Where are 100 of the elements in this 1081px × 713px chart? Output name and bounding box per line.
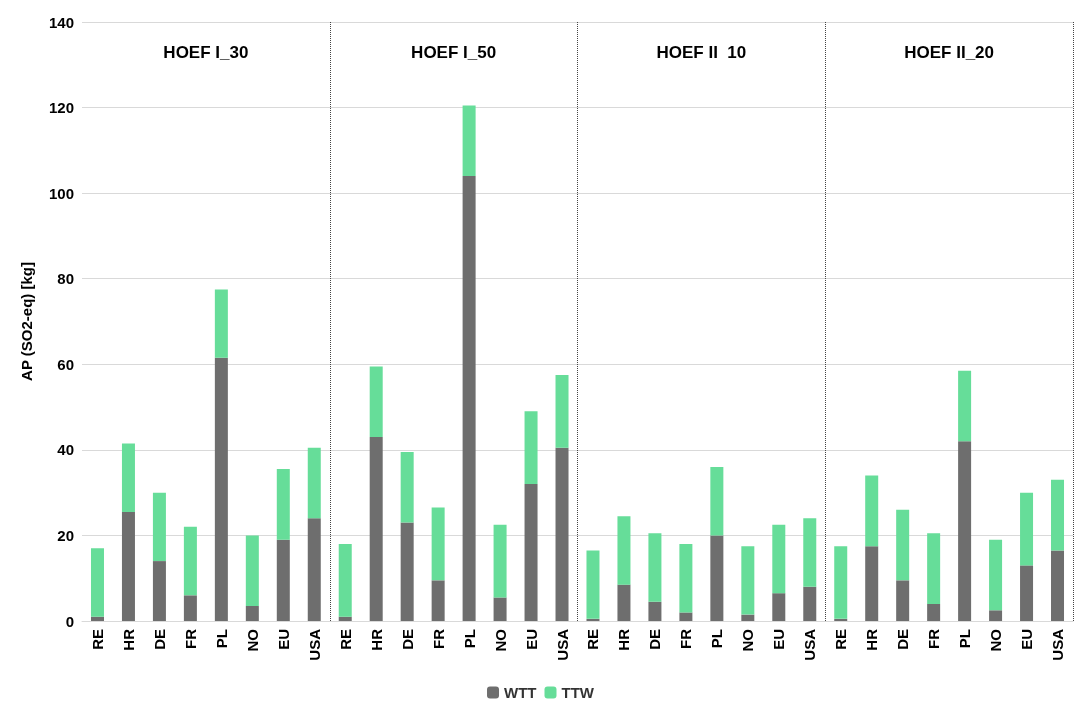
bar [803,586,817,621]
y-axis-title: AP (SO2-eq) [kg] [18,262,35,381]
bar [927,603,941,621]
bar [369,366,383,438]
bar [431,580,445,621]
bar [307,447,321,519]
x-tick-label: PL [708,629,726,649]
bar [896,580,910,621]
bar [710,466,724,536]
x-tick-label: RE [832,629,850,650]
bar [555,374,569,448]
bar [741,614,755,621]
bar [1020,565,1034,621]
bar [431,507,445,581]
x-tick-label: USA [801,628,819,661]
bar [338,543,352,617]
bar [214,357,228,621]
bar [648,533,662,602]
bar [989,610,1003,621]
x-tick-label: FR [181,628,199,649]
annotation: HOEF II 10 [656,42,747,62]
bar [338,616,352,621]
bar [90,548,104,617]
x-tick-label: NO [491,628,509,652]
bar [245,606,259,621]
x-tick-label: EU [1018,629,1036,650]
bar [865,546,879,621]
bar [493,524,507,598]
x-tick-label: NO [987,628,1005,652]
bar [586,618,600,621]
bar [617,516,631,585]
y-tick-label: 20 [57,526,74,544]
x-tick-label: DE [646,629,664,650]
bar [524,484,538,621]
y-tick-label: 40 [57,441,74,459]
bar [834,618,848,621]
bar [400,452,414,523]
x-tick-label: NO [243,628,261,652]
bar [772,524,786,594]
bar [152,492,166,562]
bar [989,539,1003,611]
bar [524,411,538,485]
x-tick-label: DE [150,629,168,650]
x-tick-label: HR [119,628,137,651]
bar [152,561,166,621]
bar [245,535,259,607]
x-tick-label: HR [863,628,881,651]
bar [121,511,135,621]
bar [617,584,631,621]
bar [1051,479,1065,551]
y-tick-label: 120 [48,99,74,117]
bar [276,539,290,621]
bar [400,522,414,621]
x-tick-label: PL [956,629,974,649]
x-tick-label: FR [677,628,695,649]
x-tick-label: RE [584,629,602,650]
x-tick-label: PL [212,629,230,649]
bar [927,533,941,604]
bar [276,469,290,540]
bar [648,601,662,621]
bar [958,370,972,442]
x-tick-label: USA [1049,628,1067,661]
x-tick-label: PL [460,629,478,649]
y-tick-label: 140 [48,13,74,31]
bar [803,518,817,587]
bar [214,289,228,358]
bar [586,550,600,619]
bar [679,543,693,613]
bar [183,595,197,621]
bar [462,176,476,621]
y-tick-label: 80 [57,270,74,288]
bar [369,437,383,621]
x-tick-label: DE [398,629,416,650]
bar [462,105,476,177]
x-tick-label: HR [615,628,633,651]
bar [493,597,507,621]
x-tick-label: RE [336,629,354,650]
x-tick-label: USA [305,628,323,661]
bar [896,509,910,581]
bar [741,546,755,615]
x-tick-label: EU [274,629,292,650]
x-tick-label: EU [770,629,788,650]
bar [555,447,569,621]
x-tick-label: USA [553,628,571,661]
bar [90,616,104,621]
annotation: HOEF I_50 [411,42,497,62]
bar [1020,492,1034,566]
bar [865,475,879,547]
bar [710,535,724,621]
bar [1051,550,1065,621]
annotation: HOEF II_20 [904,42,995,62]
x-tick-label: FR [429,628,447,649]
y-tick-label: 60 [57,355,74,373]
y-tick-label: 100 [48,184,74,202]
bar [834,546,848,619]
x-tick-label: FR [925,628,943,649]
bar [307,518,321,621]
x-tick-label: DE [894,629,912,650]
y-tick-label: 0 [65,612,74,630]
x-tick-label: EU [522,629,540,650]
